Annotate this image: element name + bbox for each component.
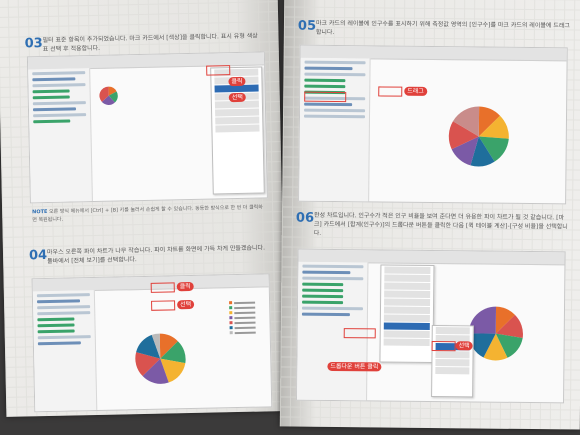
- callout-click: 클릭: [176, 281, 194, 292]
- screenshot-step-06: 드롭다운 버튼 클릭 선택: [296, 248, 566, 404]
- highlight-box: [304, 91, 347, 103]
- data-pane: [28, 68, 94, 203]
- data-pane: [299, 57, 371, 202]
- screenshot-step-04: 클릭 선택: [31, 273, 273, 413]
- screenshot-step-05: 드래그: [298, 44, 568, 205]
- data-pane: [32, 290, 98, 412]
- step-06-number: 06: [295, 210, 315, 226]
- small-pie-chart: [99, 86, 118, 105]
- step-05-text: 마크 카드의 레이블에 인구수를 표시하기 위해 측정값 영역의 [인구수]를 …: [315, 19, 570, 36]
- step-05-number: 05: [297, 18, 317, 34]
- step-06-text: 완성 차트입니다. 인구수가 적은 인구 비율을 보여 준다면 더 유용한 파이…: [313, 211, 568, 237]
- highlight-box: [378, 86, 403, 97]
- highlight-box: [151, 300, 176, 311]
- highlight-box: [206, 65, 231, 76]
- left-page: 03 필터 표준 항목이 추가되었습니다. 마크 카드에서 [색상]을 클릭합니…: [0, 0, 287, 417]
- context-menu[interactable]: [379, 264, 435, 364]
- pie-chart-result: [468, 306, 523, 361]
- right-page: 05 마크 카드의 레이블에 인구수를 표시하기 위해 측정값 영역의 [인구수…: [279, 0, 580, 430]
- callout-select: 선택: [455, 341, 473, 351]
- pie-chart-large: [448, 106, 509, 167]
- screenshot-step-03: 클릭 선택: [26, 51, 268, 204]
- callout-select: 선택: [228, 92, 246, 103]
- callout-select: 선택: [177, 299, 195, 310]
- legend: [229, 299, 256, 337]
- callout-dropdown-click: 드롭다운 버튼 클릭: [327, 361, 382, 372]
- highlight-box: [150, 282, 175, 293]
- note-label: NOTE: [32, 208, 48, 216]
- step-04-number: 04: [28, 247, 48, 264]
- highlight-box: [343, 328, 376, 339]
- quick-table-calc-submenu[interactable]: [431, 325, 474, 398]
- highlight-box: [431, 341, 456, 352]
- callout-drag: 드래그: [404, 86, 427, 96]
- callout-click: 클릭: [228, 76, 246, 87]
- pie-chart-medium: [135, 333, 186, 384]
- step-03-number: 03: [24, 36, 43, 52]
